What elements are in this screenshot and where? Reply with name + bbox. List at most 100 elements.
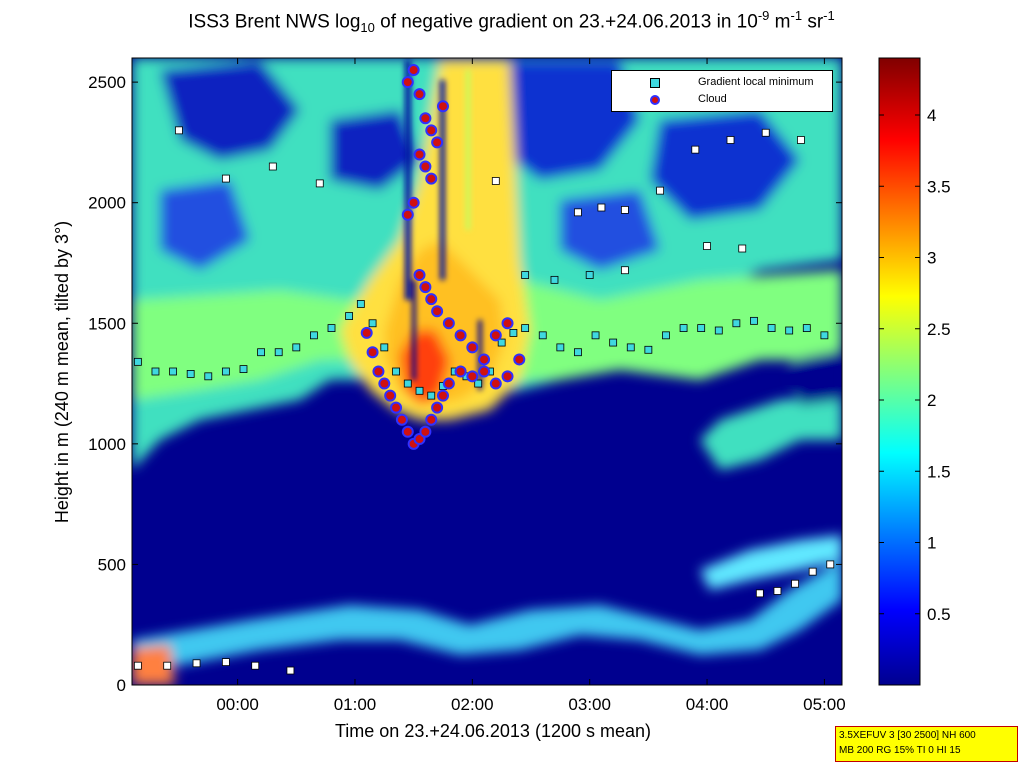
cloud-point (454, 329, 467, 342)
gradient-minimum-point (750, 316, 758, 325)
cloud-point (478, 365, 491, 378)
cloud-point (431, 136, 444, 149)
cloud-point (431, 305, 444, 318)
cloud-point (395, 413, 408, 426)
plot-frame (131, 57, 843, 686)
cloud-point (401, 425, 414, 438)
cloud-point (413, 88, 426, 101)
colorbar-tick-label: 4 (927, 106, 936, 125)
cloud-point (442, 377, 455, 390)
gradient-minimum-point (151, 367, 160, 376)
gradient-minimum-point (691, 145, 700, 154)
gradient-minimum-point (556, 343, 565, 352)
cloud-point (413, 148, 426, 161)
chart-legend: Gradient local minimum Cloud (611, 70, 833, 112)
title-part-mid: of negative gradient on 23.+24.06.2013 i… (374, 11, 758, 33)
gradient-minimum-point (574, 348, 582, 357)
gradient-minimum-point (310, 331, 318, 340)
gradient-minimum-point (292, 343, 301, 352)
cloud-point (466, 370, 479, 383)
gradient-minimum-point (644, 345, 653, 354)
gradient-minimum-point (609, 338, 618, 347)
chart-title: ISS3 Brent NWS log10 of negative gradien… (0, 8, 1023, 35)
gradient-minimum-point (802, 324, 811, 332)
gradient-minimum-point (767, 324, 776, 332)
gradient-minimum-point (186, 370, 195, 378)
cloud-point (489, 329, 502, 342)
cloud-point (366, 346, 379, 359)
gradient-minimum-point (755, 589, 764, 598)
cloud-point (407, 196, 420, 209)
gradient-minimum-point (761, 128, 770, 137)
gradient-minimum-point (274, 348, 283, 357)
cloud-point (436, 100, 449, 113)
gradient-minimum-point (820, 331, 829, 340)
gradient-minimum-point (714, 326, 723, 335)
cloud-point (384, 389, 397, 402)
gradient-minimum-point (239, 365, 248, 373)
cloud-point (390, 401, 403, 414)
gradient-minimum-point (257, 348, 265, 357)
cloud-point (436, 389, 449, 402)
gradient-minimum-point (474, 379, 483, 388)
cloud-point (478, 353, 491, 366)
cloud-point (372, 365, 385, 378)
gradient-minimum-point (268, 162, 277, 171)
y-tick-label: 500 (98, 555, 126, 574)
cloud-point (425, 413, 438, 426)
x-tick-label: 02:00 (451, 695, 494, 714)
cloud-point (431, 401, 444, 414)
settings-info-box: 3.5XEFUV 3 [30 2500] NH 600 MB 200 RG 15… (835, 726, 1018, 762)
gradient-minimum-point (773, 587, 782, 595)
cloud-point (419, 281, 432, 294)
colorbar-tick-label: 3 (927, 249, 936, 268)
y-tick-label: 2000 (88, 194, 126, 213)
gradient-minimum-point (697, 324, 706, 332)
cloud-point (401, 208, 414, 221)
gradient-minimum-point (327, 324, 336, 332)
colorbar-tick-label: 2.5 (927, 320, 951, 339)
info-line-2: MB 200 RG 15% TI 0 HI 15 (839, 745, 961, 756)
cloud-point (378, 377, 391, 390)
colorbar-tick-label: 1 (927, 534, 936, 553)
title-part-pre: ISS3 Brent NWS log (188, 11, 361, 33)
gradient-minimum-point (509, 329, 518, 337)
gradient-minimum-point (163, 661, 172, 670)
legend-label-cloud: Cloud (698, 93, 727, 105)
info-line-1: 3.5XEFUV 3 [30 2500] NH 600 (839, 730, 976, 741)
gradient-minimum-point (497, 338, 506, 347)
cloud-point (489, 377, 502, 390)
gradient-minimum-point (133, 661, 142, 670)
gradient-minimum-point (620, 206, 629, 214)
gradient-minimum-point (345, 312, 354, 320)
gradient-minimum-point (169, 367, 177, 376)
cloud-point (466, 341, 479, 354)
x-axis: 00:00 01:00 02:00 03:00 04:00 05:00 (216, 58, 846, 714)
gradient-minimum-point (620, 266, 629, 275)
x-tick-label: 01:00 (334, 695, 377, 714)
cloud-point (425, 293, 438, 306)
cloud-point (501, 370, 514, 383)
gradient-minimum-point (221, 174, 230, 183)
colorbar-tick-label: 1.5 (927, 462, 951, 481)
cloud-point (442, 317, 455, 330)
gradient-minimum-point (597, 203, 606, 212)
colorbar-axis: 0.5 1 1.5 2 2.5 3 3.5 4 (879, 106, 951, 624)
gradient-minimum-point (703, 242, 711, 251)
legend-label-gradient: Gradient local minimum (698, 76, 814, 88)
gradient-minimum-point (797, 136, 805, 144)
title-part-sup2: -1 (790, 8, 803, 23)
gradient-minimum-point (585, 271, 594, 279)
x-tick-label: 00:00 (216, 695, 259, 714)
gradient-minimum-point (251, 661, 260, 670)
cloud-point (425, 172, 438, 185)
gradient-minimum-point (175, 126, 183, 135)
gradient-minimum-point (204, 372, 213, 381)
gradient-minimum-point (791, 579, 799, 588)
cloud-point (419, 112, 432, 125)
legend-entry-gradient: Gradient local minimum (612, 75, 832, 91)
cloud-point (501, 317, 514, 330)
heatmap-area (132, 58, 842, 685)
gradient-minimum-point (415, 386, 424, 395)
cloud-point (413, 269, 426, 282)
